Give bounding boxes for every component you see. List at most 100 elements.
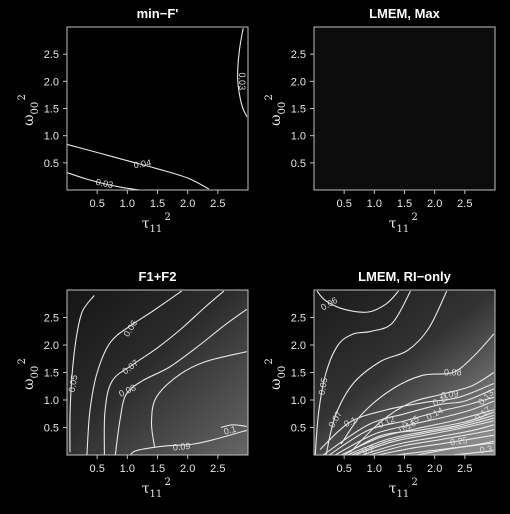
contour-line bbox=[362, 424, 494, 455]
panel-title: min−F' bbox=[137, 6, 179, 21]
contour-line bbox=[319, 382, 495, 450]
x-tick-label: 2.0 bbox=[427, 198, 442, 210]
x-tick-label: 0.5 bbox=[90, 198, 105, 210]
contour-line bbox=[369, 429, 494, 455]
contour-line bbox=[346, 414, 494, 455]
contour-line bbox=[67, 143, 210, 190]
y-tick-label: 2.5 bbox=[291, 313, 306, 325]
contour-label: 0.09 bbox=[440, 388, 459, 400]
y-tick-label: 2.0 bbox=[44, 76, 59, 88]
plot-area bbox=[67, 290, 248, 455]
y-tick-label: 2.0 bbox=[44, 340, 59, 352]
contour-line bbox=[328, 396, 494, 455]
y-axis-label: ω bbox=[268, 115, 284, 126]
x-tick-label: 1.0 bbox=[120, 463, 135, 475]
contour-line bbox=[86, 290, 182, 455]
panel-4: LMEM, RI−only0.060.050.070.080.090.10.11… bbox=[264, 269, 496, 500]
x-axis-label-sub: 11 bbox=[150, 489, 163, 500]
x-tick-label: 2.5 bbox=[210, 198, 225, 210]
contour-line bbox=[150, 351, 247, 447]
y-axis-label-sub: 00 bbox=[30, 102, 41, 115]
x-axis-label-sup: 2 bbox=[412, 212, 418, 223]
y-tick-label: 0.5 bbox=[44, 423, 59, 435]
contour-line bbox=[340, 333, 495, 445]
contour-label: 0.25 bbox=[449, 435, 468, 447]
y-tick-label: 1.0 bbox=[291, 395, 306, 407]
x-tick-label: 0.5 bbox=[90, 463, 105, 475]
contour-line bbox=[334, 400, 495, 455]
contour-label: 0.03 bbox=[237, 73, 247, 91]
x-axis-label-sub: 11 bbox=[397, 224, 410, 235]
x-tick-label: 2.5 bbox=[457, 463, 472, 475]
y-tick-label: 0.5 bbox=[291, 423, 306, 435]
contour-label: 0.09 bbox=[172, 441, 190, 452]
contour-label: 0.2 bbox=[361, 443, 376, 456]
contour-label: 0.1 bbox=[342, 415, 358, 429]
panel-3: F1+F20.050.060.070.080.090.10.5 1.0 1.5 2.0… bbox=[17, 269, 249, 500]
x-tick-label: 1.0 bbox=[367, 463, 382, 475]
y-tick-label: 0.5 bbox=[291, 158, 306, 170]
y-axis-label-sup: 2 bbox=[264, 94, 275, 100]
contour-label: 0.05 bbox=[317, 377, 330, 396]
y-axis-label-sub: 00 bbox=[277, 366, 288, 379]
contour-line bbox=[349, 372, 495, 453]
y-tick-label: 1.5 bbox=[44, 104, 59, 116]
y-axis-label: ω bbox=[21, 115, 37, 126]
y-axis-label-sup: 2 bbox=[17, 358, 28, 364]
y-tick-label: 2.5 bbox=[44, 49, 59, 61]
contour-line bbox=[377, 434, 494, 455]
panel-title: LMEM, Max bbox=[369, 6, 441, 21]
contour-line bbox=[114, 308, 248, 455]
panel-title: LMEM, RI−only bbox=[358, 269, 452, 284]
contour-label: 0.05 bbox=[67, 374, 80, 393]
x-tick-label: 0.5 bbox=[337, 463, 352, 475]
x-axis-label: τ bbox=[389, 216, 397, 232]
contour-label: 0.08 bbox=[444, 368, 462, 378]
y-axis-label: ω bbox=[268, 379, 284, 390]
contour-line bbox=[343, 411, 494, 455]
x-tick-label: 1.5 bbox=[397, 463, 412, 475]
x-axis-label: τ bbox=[142, 481, 150, 497]
y-axis-label-sub: 00 bbox=[30, 366, 41, 379]
panel-title: F1+F2 bbox=[139, 269, 177, 284]
x-tick-label: 1.5 bbox=[397, 198, 412, 210]
contour-label: 0.3 bbox=[479, 444, 493, 456]
contour-label: 0.03 bbox=[95, 177, 114, 190]
panel-2: LMEM, Max 0.5 1.0 1.5 2.0 2.5 0.5 1.0 1.5 2.0 2.5 τ… bbox=[264, 6, 496, 235]
x-axis-label: τ bbox=[389, 481, 397, 497]
contour-line bbox=[340, 409, 494, 455]
contour-line bbox=[354, 420, 494, 455]
x-tick-label: 1.0 bbox=[367, 198, 382, 210]
y-tick-label: 1.5 bbox=[291, 368, 306, 380]
y-tick-label: 1.0 bbox=[291, 131, 306, 143]
x-axis-label-sup: 2 bbox=[165, 212, 171, 223]
contour-line bbox=[314, 290, 411, 455]
contour-label: 0.04 bbox=[133, 157, 152, 170]
y-axis-label: ω bbox=[21, 379, 37, 390]
x-tick-label: 2.5 bbox=[210, 463, 225, 475]
y-tick-label: 0.5 bbox=[44, 158, 59, 170]
y-tick-label: 1.0 bbox=[44, 131, 59, 143]
contour-line bbox=[103, 290, 225, 455]
x-axis-label-sup: 2 bbox=[165, 477, 171, 488]
x-tick-label: 0.5 bbox=[337, 198, 352, 210]
x-tick-label: 2.0 bbox=[180, 463, 195, 475]
y-tick-label: 2.5 bbox=[291, 49, 306, 61]
contour-line bbox=[130, 429, 247, 455]
y-tick-label: 1.0 bbox=[44, 395, 59, 407]
y-axis-label-sub: 00 bbox=[277, 102, 288, 115]
y-axis-label-sup: 2 bbox=[264, 358, 275, 364]
contour-line bbox=[69, 295, 95, 453]
contour-layer: 0.04 0.03 0.03 bbox=[67, 28, 248, 190]
y-tick-label: 2.5 bbox=[44, 313, 59, 325]
y-tick-label: 2.0 bbox=[291, 76, 306, 88]
plot-area bbox=[314, 27, 495, 190]
y-tick-label: 1.5 bbox=[291, 104, 306, 116]
contour-line bbox=[237, 28, 248, 117]
y-axis-label-sup: 2 bbox=[17, 94, 28, 100]
